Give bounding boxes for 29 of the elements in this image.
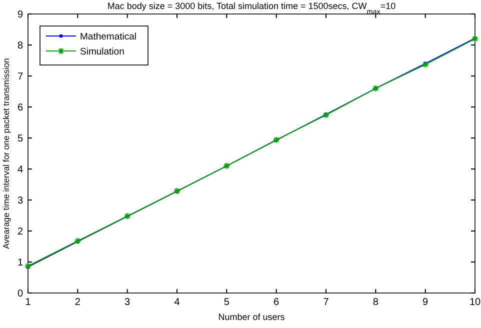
y-tick-label: 0 bbox=[17, 288, 24, 300]
y-tick-label: 1 bbox=[17, 258, 24, 268]
point bbox=[74, 237, 82, 244]
y-tick-label: 3 bbox=[17, 196, 24, 206]
x-tick-label: 9 bbox=[422, 297, 429, 308]
x-tick-label: 5 bbox=[224, 297, 230, 308]
y-tick-label: 7 bbox=[17, 72, 24, 82]
x-tick-label: 2 bbox=[74, 297, 81, 308]
y-tick-label: 2 bbox=[17, 226, 24, 238]
x-tick-label: 10 bbox=[469, 297, 481, 308]
point bbox=[422, 60, 429, 68]
point bbox=[322, 112, 330, 119]
y-tick-label: 5 bbox=[17, 134, 24, 144]
x-axis-title: Number of users bbox=[218, 312, 286, 322]
legend-label: Mathematical bbox=[80, 32, 136, 42]
y-axis-title: Avearage time interval for one packet transmission bbox=[1, 58, 11, 249]
x-tick-label: 8 bbox=[372, 297, 379, 308]
x-tick-label: 6 bbox=[274, 297, 280, 308]
y-tick-label: 9 bbox=[17, 10, 24, 20]
chart-title: Mac body size = 3000 bits, Total simulation time = 1500secs, CW$_{max}$=10 bbox=[107, 1, 396, 16]
y-tick-label: 6 bbox=[17, 102, 24, 114]
x-tick-label: 1 bbox=[25, 297, 32, 308]
x-tick-label: 7 bbox=[323, 297, 330, 308]
x-tick-label: 3 bbox=[124, 297, 131, 308]
point bbox=[173, 187, 181, 195]
legend-label: Simulation bbox=[80, 46, 124, 58]
y-tick-label: 8 bbox=[17, 40, 24, 52]
y-tick-label: 4 bbox=[17, 164, 24, 176]
x-tick-label: 4 bbox=[174, 297, 180, 308]
